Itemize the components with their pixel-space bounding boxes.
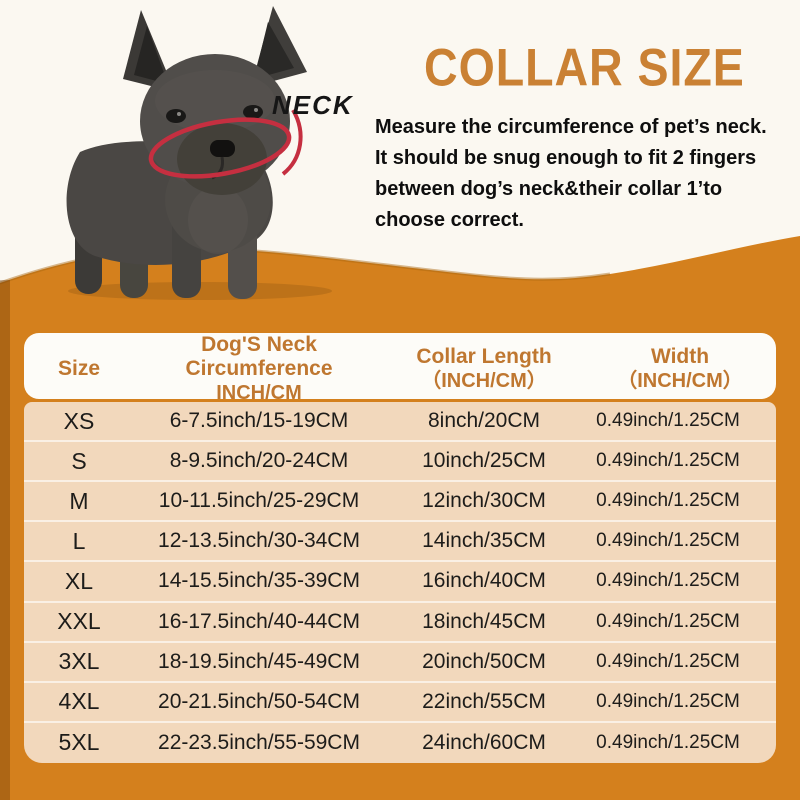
cell-width: 0.49inch/1.25CM <box>596 610 740 632</box>
table-row-s: S 8-9.5inch/20-24CM 10inch/25CM 0.49inch… <box>24 442 776 483</box>
dog-photo <box>66 6 332 300</box>
cell-size: 3XL <box>58 648 100 675</box>
table-row-m: M 10-11.5inch/25-29CM 12inch/30CM 0.49in… <box>24 482 776 523</box>
cell-neck: 6-7.5inch/15-19CM <box>169 409 349 433</box>
table-row-3xl: 3XL 18-19.5inch/45-49CM 20inch/50CM 0.49… <box>24 643 776 683</box>
cell-length: 12inch/30CM <box>422 489 546 513</box>
cell-size: L <box>72 527 86 554</box>
cell-neck: 10-11.5inch/25-29CM <box>158 489 360 513</box>
size-table: XS 6-7.5inch/15-19CM 8inch/20CM 0.49inch… <box>24 402 776 763</box>
instruction-line: between dog’s neck&their collar 1’to <box>375 178 723 200</box>
instruction-line: choose correct. <box>375 209 524 231</box>
instruction-line: It should be snug enough to fit 2 finger… <box>375 147 757 169</box>
cell-size: XS <box>63 407 95 434</box>
cell-size: 4XL <box>58 688 100 715</box>
table-row-xs: XS 6-7.5inch/15-19CM 8inch/20CM 0.49inch… <box>24 402 776 443</box>
table-row-4xl: 4XL 20-21.5inch/50-54CM 22inch/55CM 0.49… <box>24 683 776 723</box>
cell-width: 0.49inch/1.25CM <box>596 450 740 472</box>
cell-length: 10inch/25CM <box>422 449 546 473</box>
cell-width: 0.49inch/1.25CM <box>596 650 740 672</box>
cell-length: 16inch/40CM <box>422 569 546 593</box>
neck-ring-icon <box>148 117 292 179</box>
cell-neck: 22-23.5inch/55-59CM <box>158 730 360 754</box>
cell-size: XXL <box>57 608 101 635</box>
cell-width: 0.49inch/1.25CM <box>596 490 740 512</box>
header-cell-collar-length: Collar Length （INCH/CM） <box>416 345 552 392</box>
left-edge-vignette <box>0 280 10 800</box>
cell-size: S <box>71 447 87 474</box>
table-row-l: L 12-13.5inch/30-34CM 14inch/35CM 0.49in… <box>24 522 776 563</box>
cell-neck: 12-13.5inch/30-34CM <box>158 529 360 553</box>
cell-width: 0.49inch/1.25CM <box>596 570 740 592</box>
cell-neck: 18-19.5inch/45-49CM <box>158 649 360 673</box>
cell-length: 20inch/50CM <box>422 649 546 673</box>
cell-neck: 20-21.5inch/50-54CM <box>158 689 360 713</box>
cell-neck: 8-9.5inch/20-24CM <box>169 449 349 473</box>
header-cell-size: Size <box>57 357 101 380</box>
cell-length: 22inch/55CM <box>422 689 546 713</box>
cell-neck: 14-15.5inch/35-39CM <box>158 569 360 593</box>
cell-length: 18inch/45CM <box>422 609 546 633</box>
cell-length: 24inch/60CM <box>422 730 546 754</box>
cell-size: M <box>69 487 89 514</box>
table-row-5xl: 5XL 22-23.5inch/55-59CM 24inch/60CM 0.49… <box>24 723 776 763</box>
cell-width: 0.49inch/1.25CM <box>596 530 740 552</box>
page-title: COLLAR SIZE <box>424 39 745 98</box>
cell-length: 14inch/35CM <box>422 529 546 553</box>
instruction-line: Measure the circumference of pet’s neck. <box>375 116 767 138</box>
header-cell-neck-circumference: Dog'S Neck Circumference INCH/CM <box>185 333 333 404</box>
cell-neck: 16-17.5inch/40-44CM <box>158 609 360 633</box>
cell-width: 0.49inch/1.25CM <box>596 690 740 712</box>
cell-width: 0.49inch/1.25CM <box>596 410 740 432</box>
cell-length: 8inch/20CM <box>427 409 541 433</box>
cell-width: 0.49inch/1.25CM <box>596 731 740 753</box>
neck-label: NECK <box>272 90 354 120</box>
cell-size: XL <box>64 567 94 594</box>
table-row-xxl: XXL 16-17.5inch/40-44CM 18inch/45CM 0.49… <box>24 603 776 643</box>
size-table-header: Size Dog'S Neck Circumference INCH/CM Co… <box>24 333 776 404</box>
measurement-instructions: Measure the circumference of pet’s neck.… <box>375 112 795 236</box>
table-row-xl: XL 14-15.5inch/35-39CM 16inch/40CM 0.49i… <box>24 562 776 603</box>
hero-section: NECK COLLAR SIZE Measure the circumferen… <box>0 0 800 330</box>
header-cell-width: Width （INCH/CM） <box>617 345 743 392</box>
cell-size: 5XL <box>58 729 100 756</box>
